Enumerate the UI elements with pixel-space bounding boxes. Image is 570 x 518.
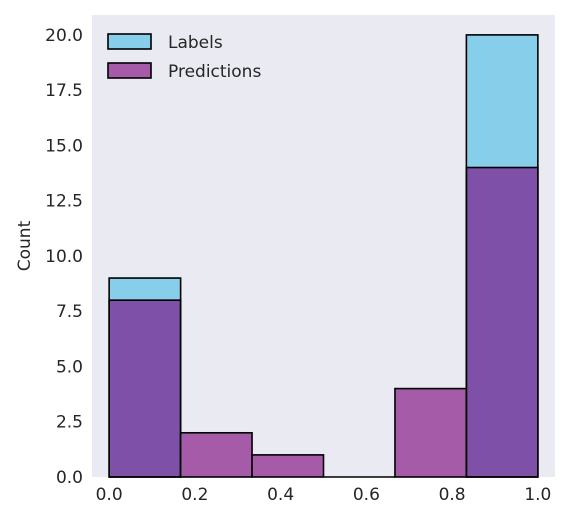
y-axis-label: Count bbox=[15, 220, 35, 271]
y-tick-label: 10.0 bbox=[45, 247, 83, 267]
bar-overlap-bin-5 bbox=[466, 167, 538, 478]
y-tick-label: 0.0 bbox=[56, 468, 83, 488]
x-tick-label: 1.0 bbox=[524, 485, 551, 505]
y-tick-label: 2.5 bbox=[56, 413, 83, 433]
bar-overlap-bin-0 bbox=[109, 300, 181, 477]
y-tick-label: 12.5 bbox=[45, 192, 83, 212]
x-tick-label: 0.2 bbox=[181, 485, 208, 505]
y-tick-label: 5.0 bbox=[56, 357, 83, 377]
x-tick-label: 0.0 bbox=[96, 485, 123, 505]
bar-labels-bin-5 bbox=[466, 34, 538, 168]
x-tick-labels: 0.0 0.2 0.4 0.6 0.8 1.0 bbox=[96, 485, 552, 505]
y-tick-label: 7.5 bbox=[56, 302, 83, 322]
y-tick-label: 15.0 bbox=[45, 136, 83, 156]
x-tick-label: 0.6 bbox=[353, 485, 380, 505]
bar-outline-predictions-bin-2 bbox=[251, 454, 325, 478]
legend-label-labels: Labels bbox=[168, 33, 223, 53]
x-tick-label: 0.8 bbox=[439, 485, 466, 505]
legend-swatch-labels bbox=[107, 33, 152, 50]
bar-outline-predictions-bin-0 bbox=[108, 299, 182, 478]
bar-predictions-bin-2 bbox=[252, 454, 324, 477]
bar-predictions-bin-4 bbox=[394, 388, 467, 477]
legend-swatch-predictions bbox=[107, 62, 152, 79]
x-tick-label: 0.4 bbox=[267, 485, 294, 505]
legend-label-predictions: Predictions bbox=[168, 62, 261, 82]
y-tick-label: 17.5 bbox=[45, 81, 83, 101]
bar-labels-bin-0 bbox=[109, 278, 181, 301]
bar-outline-predictions-bin-5 bbox=[465, 166, 539, 478]
bars-layer bbox=[108, 34, 539, 478]
bar-predictions-bin-1 bbox=[180, 432, 253, 477]
legend: Labels Predictions bbox=[107, 33, 261, 82]
y-tick-label: 20.0 bbox=[45, 26, 83, 46]
y-tick-labels: 0.0 2.5 5.0 7.5 10.0 12.5 15.0 17.5 20.0 bbox=[45, 26, 83, 488]
